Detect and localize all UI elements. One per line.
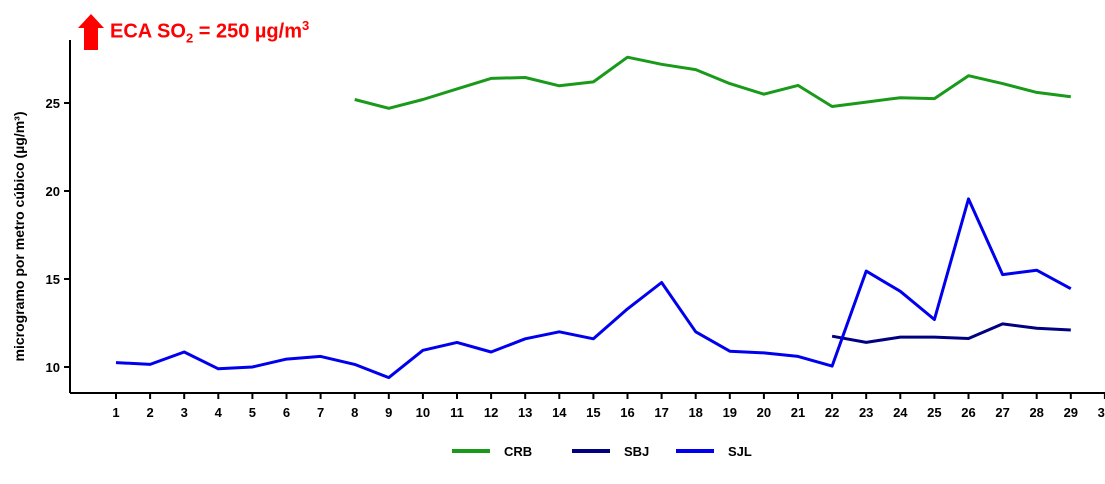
x-tick-label: 19 bbox=[723, 405, 737, 420]
y-tick-label: 20 bbox=[46, 184, 60, 199]
legend-label-sbj: SBJ bbox=[624, 444, 649, 459]
eca-label-prefix: ECA SO bbox=[110, 20, 186, 43]
x-tick-label: 18 bbox=[688, 405, 702, 420]
x-tick-label: 24 bbox=[893, 405, 908, 420]
eca-label-superscript: 3 bbox=[301, 18, 310, 34]
eca-label-subscript: 2 bbox=[185, 30, 194, 46]
legend-label-crb: CRB bbox=[504, 444, 532, 459]
x-tick-label: 28 bbox=[1029, 405, 1043, 420]
y-tick-label: 10 bbox=[46, 360, 60, 375]
series-line-sbj bbox=[831, 322, 1071, 344]
x-tick-label: 26 bbox=[961, 405, 975, 420]
x-tick-label: 30 bbox=[1098, 405, 1105, 420]
x-tick-label: 29 bbox=[1064, 405, 1078, 420]
x-tick-label: 12 bbox=[484, 405, 498, 420]
x-tick-label: 13 bbox=[518, 405, 532, 420]
x-tick-label: 11 bbox=[450, 405, 464, 420]
eca-annotation: ECA SO2 = 250 µg/m3 bbox=[78, 14, 309, 50]
chart-series-lines bbox=[115, 55, 1072, 380]
y-axis-label: microgramo por metro cúbico (µg/m³) bbox=[11, 112, 27, 362]
series-line-crb bbox=[354, 55, 1071, 110]
series-line-sjl bbox=[115, 197, 1072, 380]
x-tick-label: 20 bbox=[757, 405, 771, 420]
x-tick-label: 3 bbox=[181, 405, 188, 420]
red-up-arrow-icon bbox=[78, 14, 104, 50]
x-tick-label: 5 bbox=[249, 405, 256, 420]
x-tick-label: 6 bbox=[283, 405, 290, 420]
x-tick-label: 9 bbox=[385, 405, 392, 420]
x-tick-label: 14 bbox=[552, 405, 567, 420]
x-tick-label: 4 bbox=[215, 405, 223, 420]
y-tick-label: 15 bbox=[46, 272, 60, 287]
x-tick-label: 23 bbox=[859, 405, 873, 420]
chart-legend: CRB SBJ SJL bbox=[452, 444, 752, 459]
x-tick-label: 16 bbox=[620, 405, 634, 420]
x-tick-label: 27 bbox=[995, 405, 1009, 420]
x-tick-label: 1 bbox=[112, 405, 119, 420]
x-tick-label: 17 bbox=[654, 405, 668, 420]
x-tick-label: 8 bbox=[351, 405, 358, 420]
eca-label-value: = 250 µg/m bbox=[193, 20, 302, 43]
x-tick-label: 25 bbox=[927, 405, 941, 420]
x-tick-label: 7 bbox=[317, 405, 324, 420]
x-tick-label: 2 bbox=[146, 405, 153, 420]
x-tick-label: 10 bbox=[416, 405, 430, 420]
y-tick-label: 25 bbox=[46, 96, 60, 111]
legend-label-sjl: SJL bbox=[728, 444, 752, 459]
x-tick-label: 22 bbox=[825, 405, 839, 420]
eca-threshold-label: ECA SO2 = 250 µg/m3 bbox=[110, 18, 309, 46]
x-tick-label: 15 bbox=[586, 405, 600, 420]
x-tick-label: 21 bbox=[791, 405, 805, 420]
